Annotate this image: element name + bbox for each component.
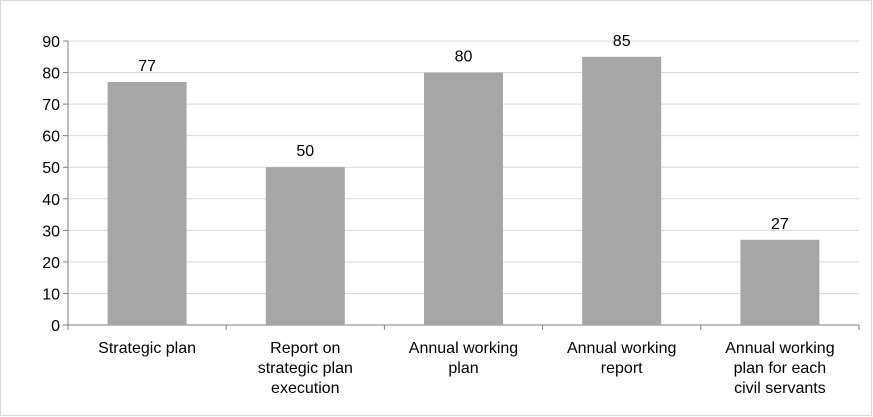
x-category-label: execution bbox=[271, 380, 340, 397]
bar bbox=[107, 82, 187, 326]
y-tick-label: 0 bbox=[51, 318, 60, 335]
data-label: 50 bbox=[296, 143, 314, 160]
x-category-label: plan for each bbox=[734, 360, 827, 377]
x-category-label: plan bbox=[448, 360, 478, 377]
x-category-label: Annual working bbox=[409, 340, 518, 357]
data-label: 80 bbox=[455, 49, 473, 66]
y-tick-label: 80 bbox=[42, 66, 60, 83]
y-tick-label: 70 bbox=[42, 97, 60, 114]
data-label: 85 bbox=[613, 33, 631, 50]
x-category-label: report bbox=[601, 360, 643, 377]
data-label: 27 bbox=[771, 216, 789, 233]
bar bbox=[424, 72, 503, 325]
bar bbox=[740, 239, 820, 325]
x-category-label: Report on bbox=[270, 340, 340, 357]
bar bbox=[265, 167, 345, 325]
x-category-label: civil servants bbox=[734, 380, 826, 397]
x-category-label: Strategic plan bbox=[98, 340, 196, 357]
x-category-label: Annual working bbox=[725, 340, 834, 357]
y-tick-label: 90 bbox=[42, 34, 60, 51]
x-category-label: strategic plan bbox=[258, 360, 353, 377]
x-category-label: Annual working bbox=[567, 340, 676, 357]
y-tick-label: 30 bbox=[42, 223, 60, 240]
y-tick-label: 10 bbox=[42, 286, 60, 303]
y-tick-label: 20 bbox=[42, 255, 60, 272]
bar bbox=[582, 56, 662, 326]
y-tick-label: 50 bbox=[42, 160, 60, 177]
data-label: 77 bbox=[138, 58, 156, 75]
y-tick-label: 40 bbox=[42, 192, 60, 209]
y-tick-label: 60 bbox=[42, 129, 60, 146]
